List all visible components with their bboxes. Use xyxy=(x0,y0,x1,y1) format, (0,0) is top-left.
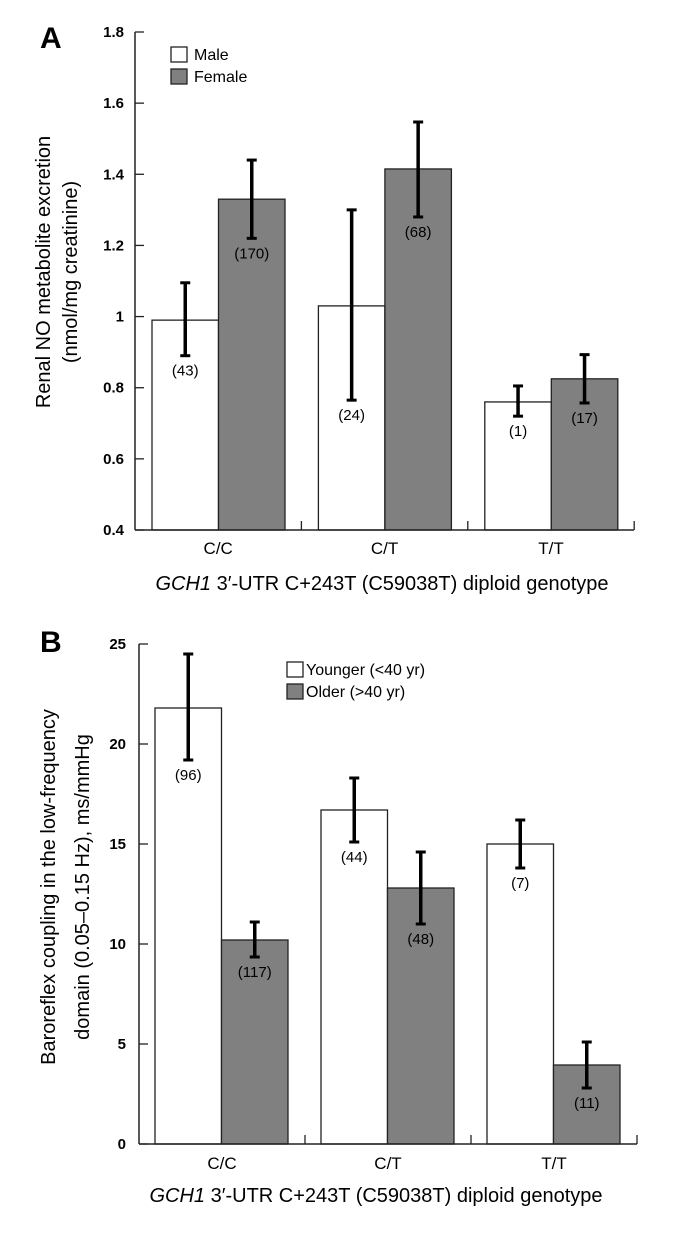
sample-size-label: (1) xyxy=(509,423,527,440)
x-tick-label: T/T xyxy=(541,1154,567,1173)
legend-swatch xyxy=(286,683,304,700)
y-tick-label: 0.8 xyxy=(103,380,124,397)
bar-CC-series1 xyxy=(154,707,223,1145)
y-tick-label: 25 xyxy=(109,636,126,653)
y-tick-label: 10 xyxy=(109,936,126,953)
y-tick-label: 0.4 xyxy=(103,522,125,539)
y-tick-label: 1.4 xyxy=(103,166,125,183)
x-axis-title: GCH1 3′-UTR C+243T (C59038T) diploid gen… xyxy=(149,1185,602,1207)
sample-size-label: (96) xyxy=(175,767,202,784)
legend-swatch xyxy=(170,46,188,63)
x-tick-label: C/C xyxy=(204,539,233,558)
sample-size-label: (117) xyxy=(238,964,272,981)
legend-label: Older (>40 yr) xyxy=(306,684,405,701)
y-tick-label: 0 xyxy=(118,1136,126,1153)
y-axis-title-line: domain (0.05–0.15 Hz), ms/mmHg xyxy=(72,734,94,1040)
sample-size-label: (43) xyxy=(172,363,199,380)
bar-CC-series2 xyxy=(220,939,289,1145)
x-tick-label: T/T xyxy=(538,539,564,558)
y-tick-label: 0.6 xyxy=(103,451,124,468)
y-tick-label: 15 xyxy=(109,836,126,853)
sample-size-label: (11) xyxy=(574,1095,600,1112)
x-axis-title-gene: GCH1 xyxy=(155,573,211,595)
sample-size-label: (48) xyxy=(407,931,434,948)
panel-b-chart: B (96) (44) (7) (117) (48) (11) 0 5 10 15 20 25 C/C C… xyxy=(38,626,638,1207)
x-axis-title-gene: GCH1 xyxy=(149,1185,205,1207)
y-axis-title-line: Renal NO metabolite excretion xyxy=(33,136,55,408)
x-tick-label: C/C xyxy=(207,1154,236,1173)
bar-TT-series1 xyxy=(484,401,552,531)
panel-a-chart: A (43) (24) (1) (170) (68) (17) 0.4 0.6 0.8 1 1.2 1… xyxy=(33,22,635,595)
sample-size-label: (170) xyxy=(234,245,269,262)
y-tick-label: 1 xyxy=(116,309,124,326)
legend-label: Female xyxy=(194,69,247,86)
panel-a-letter: A xyxy=(40,22,62,55)
y-tick-label: 20 xyxy=(109,736,126,753)
y-tick-label: 1.8 xyxy=(103,24,124,41)
y-tick-label: 5 xyxy=(118,1036,126,1053)
x-axis-title: GCH1 3′-UTR C+243T (C59038T) diploid gen… xyxy=(155,573,608,595)
y-axis-title-line: (nmol/mg creatinine) xyxy=(60,181,82,363)
legend-label: Younger (<40 yr) xyxy=(306,662,425,679)
x-tick-label: C/T xyxy=(374,1154,401,1173)
sample-size-label: (7) xyxy=(511,875,529,892)
legend-label: Male xyxy=(194,47,229,64)
sample-size-label: (17) xyxy=(571,410,598,427)
sample-size-label: (44) xyxy=(341,849,368,866)
y-tick-label: 1.2 xyxy=(103,237,124,254)
x-tick-label: C/T xyxy=(371,539,398,558)
legend-swatch xyxy=(286,661,304,678)
panel-b-letter: B xyxy=(40,626,62,659)
y-tick-label: 1.6 xyxy=(103,95,124,112)
x-axis-title-rest: 3′-UTR C+243T (C59038T) diploid genotype xyxy=(211,573,608,595)
bar-CT-series2 xyxy=(386,887,455,1145)
x-axis-title-rest: 3′-UTR C+243T (C59038T) diploid genotype xyxy=(205,1185,602,1207)
y-axis-title-line: Baroreflex coupling in the low-frequency xyxy=(38,709,60,1065)
legend-swatch xyxy=(170,68,188,85)
sample-size-label: (24) xyxy=(338,407,365,424)
sample-size-label: (68) xyxy=(405,224,432,241)
